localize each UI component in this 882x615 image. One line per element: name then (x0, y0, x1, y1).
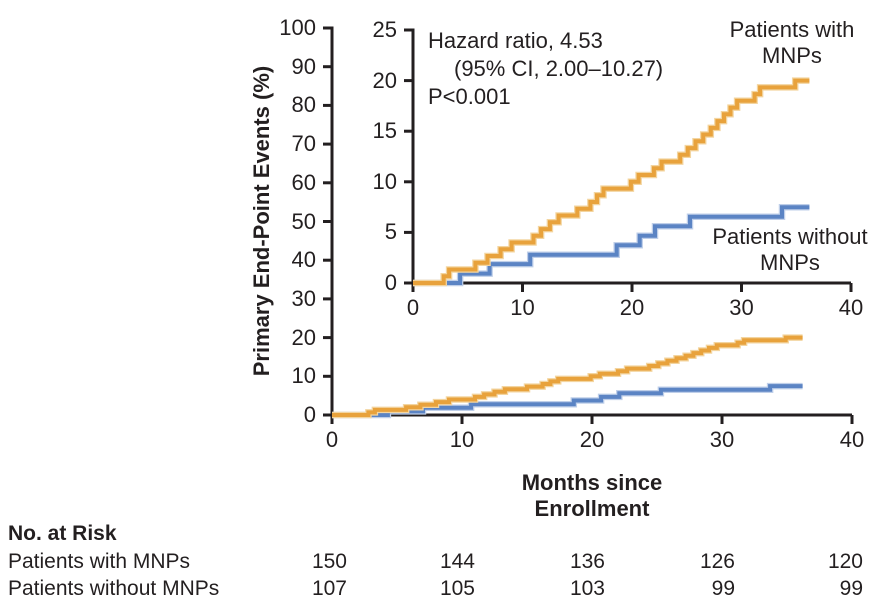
risk-count: 107 (311, 577, 347, 600)
tick-label: 15 (372, 118, 397, 144)
tick-label: 5 (384, 219, 397, 245)
hazard-ratio-annotation: Hazard ratio, 4.53 (95% CI, 2.00–10.27) … (428, 27, 663, 111)
series-label-line: Patients without (712, 224, 868, 249)
tick-label: 40 (839, 427, 865, 452)
tick-label: 20 (372, 67, 397, 93)
main-curve-without-mnps (332, 384, 803, 417)
tick-label: 90 (291, 53, 316, 79)
tick-label: 20 (619, 295, 645, 320)
tick-label: 0 (303, 402, 316, 427)
tick-label: 10 (372, 168, 397, 194)
tick-label: 70 (291, 131, 316, 157)
series-label-patients-with-mnps: Patients with MNPs (680, 17, 882, 69)
tick-label: 40 (291, 247, 316, 273)
risk-count: 99 (711, 577, 735, 600)
tick-label: 80 (291, 92, 316, 118)
tick-label: 100 (279, 15, 316, 40)
series-label-line: MNPs (762, 43, 822, 68)
main-curve-with-mnps (332, 335, 803, 417)
tick-label: 0 (325, 427, 339, 452)
tick-label: 10 (510, 295, 535, 320)
tick-label: 10 (291, 363, 316, 389)
inset-curve-with-mnps (413, 78, 810, 285)
risk-count: 99 (839, 577, 863, 600)
risk-count: 103 (569, 577, 605, 600)
risk-row-label: Patients without MNPs (8, 577, 220, 600)
risk-count: 136 (569, 550, 605, 573)
tick-label: 30 (291, 285, 316, 311)
risk-count: 120 (827, 550, 863, 573)
tick-label: 20 (291, 324, 316, 350)
series-label-patients-without-mnps: Patients without MNPs (678, 224, 882, 276)
tick-label: 30 (729, 295, 754, 320)
confidence-interval-line: (95% CI, 2.00–10.27) (454, 56, 664, 81)
tick-label: 40 (838, 295, 864, 320)
tick-label: 25 (372, 17, 397, 42)
tick-label: 60 (291, 169, 316, 195)
inset-curve-without-mnps (413, 205, 810, 285)
risk-table-title: No. at Risk (8, 522, 117, 545)
hazard-ratio-line: Hazard ratio, 4.53 (428, 28, 603, 53)
tick-label: 0 (384, 270, 397, 295)
risk-count: 126 (699, 550, 735, 573)
risk-count: 144 (439, 550, 475, 573)
risk-row-label: Patients with MNPs (8, 550, 191, 573)
tick-label: 0 (406, 295, 420, 320)
tick-label: 50 (291, 208, 316, 234)
tick-label: 30 (709, 427, 735, 452)
risk-count: 105 (439, 577, 475, 600)
p-value-line: P<0.001 (428, 84, 511, 109)
series-label-line: Patients with (729, 17, 855, 42)
tick-label: 10 (449, 427, 475, 452)
risk-count: 150 (311, 550, 347, 573)
series-label-line: MNPs (760, 250, 820, 275)
tick-label: 20 (579, 427, 605, 452)
x-axis-title: Months since Enrollment (521, 470, 663, 521)
